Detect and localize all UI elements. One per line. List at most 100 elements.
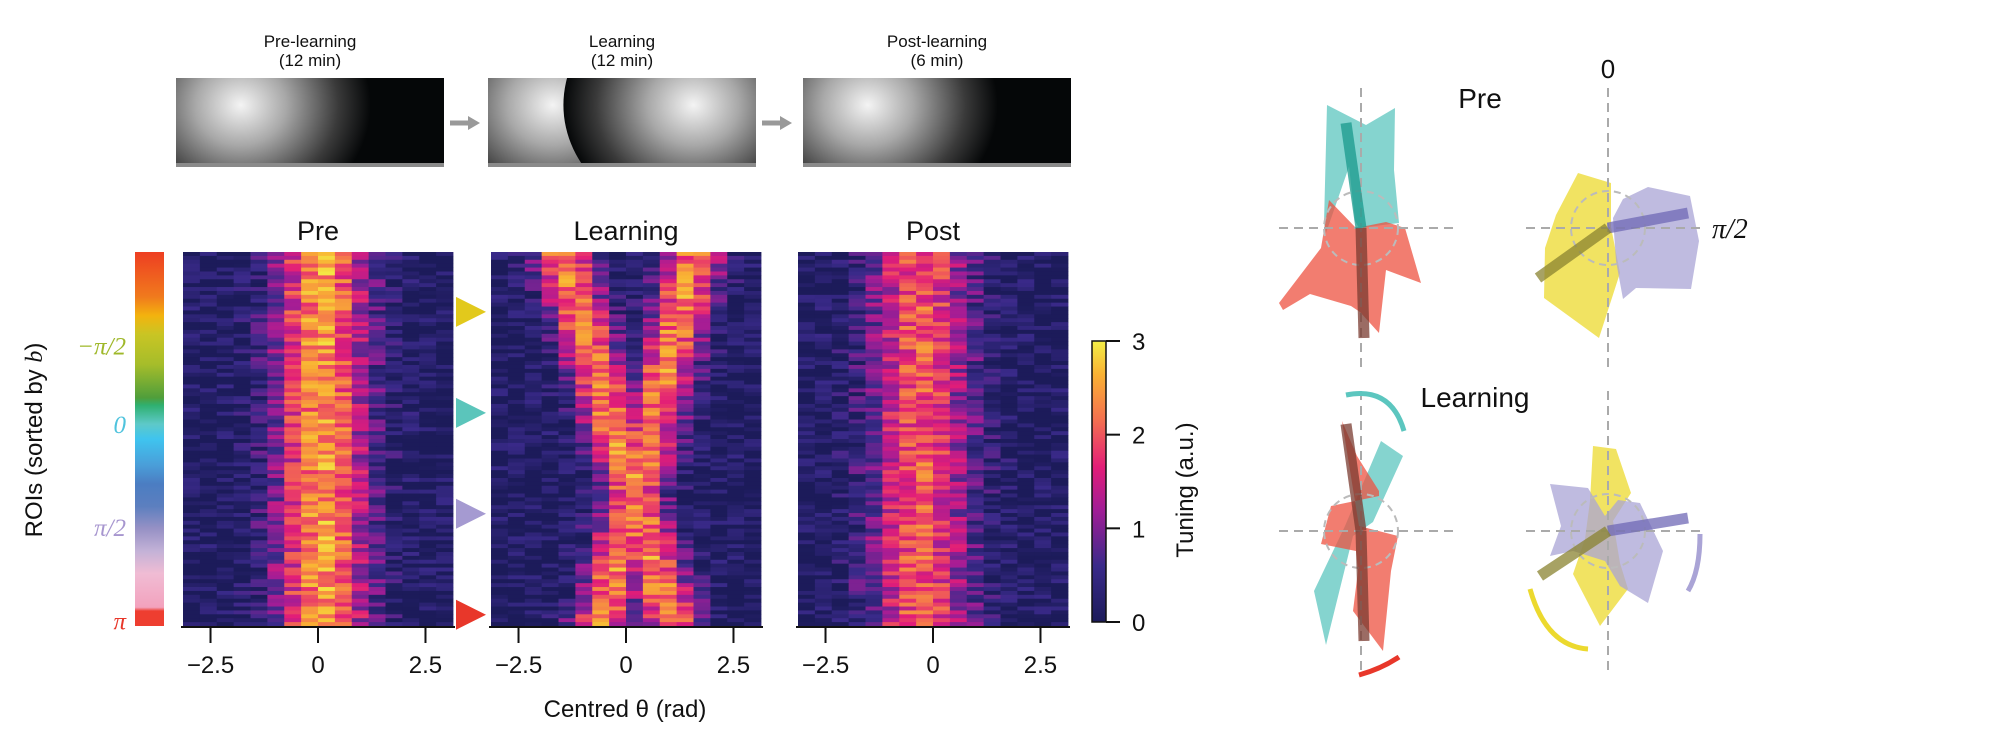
heatmap-cell [402, 466, 420, 471]
heatmap-cell [642, 481, 661, 487]
heatmap-cell [419, 361, 437, 366]
heatmap-cell [693, 493, 711, 498]
heatmap-cell [267, 536, 285, 541]
heatmap-cell [318, 294, 336, 300]
heatmap-cell [301, 306, 319, 311]
heatmap-cell [676, 614, 694, 619]
heatmap-cell [798, 458, 816, 463]
heatmap-cell [419, 376, 437, 381]
heatmap-cell [250, 372, 268, 378]
heatmap-cell [966, 353, 985, 358]
heatmap-cell [267, 357, 285, 362]
heatmap-cell [199, 314, 218, 319]
heatmap-cell [199, 411, 218, 417]
heatmap-cell [642, 598, 661, 604]
heatmap-cell [1051, 380, 1069, 385]
heatmap-cell [814, 622, 833, 627]
heatmap-cell [318, 427, 336, 432]
heatmap-cell [436, 361, 454, 366]
heatmap-cell [250, 345, 268, 350]
heatmap-cell [284, 513, 302, 518]
heatmap-cell [642, 466, 661, 471]
heatmap-cell [1000, 528, 1018, 533]
heatmap-cell [233, 407, 251, 413]
heatmap-cell [626, 462, 644, 467]
heatmap-cell [642, 610, 661, 615]
heatmap-cell [882, 353, 900, 358]
heatmap-cell [882, 364, 900, 370]
heatmap-cell [693, 322, 711, 327]
heatmap-cell [592, 571, 610, 576]
heatmap-cell [233, 341, 251, 346]
heatmap-cell [1051, 403, 1069, 409]
heatmap-cell [1034, 407, 1052, 413]
heatmap-cell [798, 283, 816, 288]
heatmap-cell [524, 477, 543, 483]
heatmap-cell [983, 267, 1001, 272]
heatmap-cell [1017, 259, 1035, 265]
heatmap-cell [727, 606, 745, 611]
heatmap-cell [216, 275, 235, 280]
heatmap-cell [318, 290, 336, 296]
heatmap-cell [318, 477, 336, 483]
heatmap-cell [899, 446, 917, 452]
heatmap-cell [949, 602, 968, 607]
heatmap-cell [949, 462, 968, 467]
heatmap-cell [676, 587, 694, 592]
heatmap-cell [966, 614, 985, 619]
heatmap-cell [727, 310, 745, 315]
heatmap-cell [216, 602, 235, 607]
heatmap-cell [983, 349, 1001, 354]
heatmap-cell [710, 267, 728, 272]
heatmap-cell [507, 458, 526, 463]
heatmap-cell [933, 275, 951, 280]
heatmap-cell [983, 590, 1001, 596]
heatmap-cell [865, 548, 883, 553]
heatmap-cell [233, 376, 251, 381]
heatmap-cell [284, 326, 302, 331]
heatmap-cell [949, 435, 968, 440]
heatmap-cell [642, 427, 661, 432]
heatmap-cell [491, 310, 509, 315]
heatmap-cell [659, 423, 678, 428]
heatmap-cell [949, 318, 968, 323]
heatmap-cell [334, 322, 353, 327]
heatmap-cell [575, 559, 593, 565]
heatmap-cell [798, 618, 816, 623]
heatmap-cell [558, 337, 576, 343]
heatmap-cell [1017, 622, 1035, 627]
heatmap-cell [267, 318, 285, 323]
heatmap-cell [250, 310, 268, 315]
heatmap-cell [609, 271, 627, 276]
heatmap-cell [216, 294, 235, 300]
arena-panel: Post-learning(6 min) [803, 32, 1071, 167]
heatmap-cell [284, 622, 302, 627]
heatmap-cell [949, 622, 968, 627]
heatmap-cell [334, 357, 353, 362]
heatmap-cell [334, 520, 353, 526]
heatmap-cell [524, 466, 543, 471]
heatmap-cell [368, 283, 386, 288]
heatmap-cell [301, 322, 319, 327]
heatmap-cell [1017, 372, 1035, 378]
heatmap-cell [949, 259, 968, 265]
heatmap-cell [798, 509, 816, 514]
heatmap-cell [865, 571, 883, 576]
heatmap-cell [250, 333, 268, 339]
heatmap-cell [301, 361, 319, 366]
heatmap-cell [933, 376, 951, 381]
heatmap-cell [916, 509, 934, 514]
heatmap-cell [491, 364, 509, 370]
heatmap-cell [609, 267, 627, 272]
heatmap-cell [814, 364, 833, 370]
heatmap-cell [233, 271, 251, 276]
heatmap-cell [626, 400, 644, 405]
heatmap-cell [216, 513, 235, 518]
heatmap-cell [436, 497, 454, 502]
heatmap-cell [659, 368, 678, 374]
heatmap-cell [334, 302, 353, 307]
heatmap-cell [199, 294, 218, 300]
heatmap-cell [848, 427, 866, 432]
heatmap-cell [592, 403, 610, 409]
heatmap-cell [318, 349, 336, 354]
